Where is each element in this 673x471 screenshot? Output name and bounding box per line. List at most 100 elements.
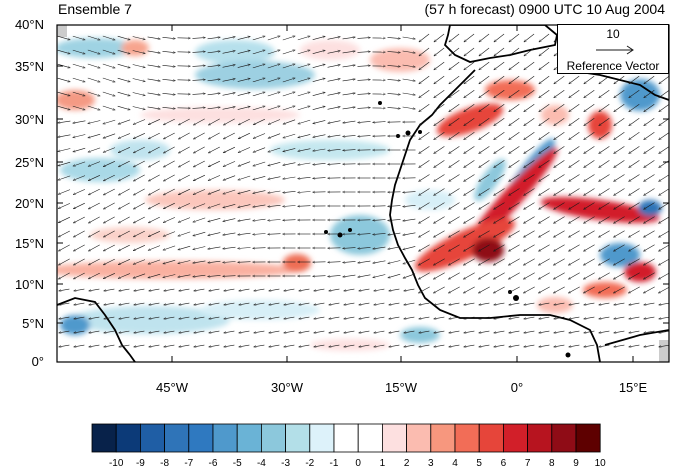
colorbar-swatch bbox=[115, 423, 141, 453]
wind-vector-arrow bbox=[494, 302, 505, 305]
wind-vector-arrow bbox=[344, 288, 355, 291]
colorbar-tick-label: 9 bbox=[573, 458, 579, 469]
wind-vector-arrow bbox=[659, 344, 669, 347]
wind-vector-arrow bbox=[583, 272, 595, 280]
wind-vector-arrow bbox=[238, 175, 251, 180]
wind-vector-arrow bbox=[403, 232, 416, 235]
wind-vector-arrow bbox=[207, 93, 221, 96]
wind-vector-arrow bbox=[267, 36, 280, 41]
wind-vector-arrow bbox=[342, 93, 356, 96]
wind-vector-arrow bbox=[658, 230, 669, 238]
wind-vector-arrow bbox=[208, 275, 221, 276]
wind-vector-arrow bbox=[524, 202, 535, 210]
wind-vector-arrow bbox=[134, 330, 145, 333]
wind-vector-arrow bbox=[479, 89, 490, 98]
wind-vector-arrow bbox=[479, 47, 490, 56]
wind-vector-arrow bbox=[509, 33, 520, 42]
wind-vector-arrow bbox=[464, 202, 475, 210]
wind-vector-arrow bbox=[179, 288, 190, 291]
wind-vector-arrow bbox=[254, 344, 265, 347]
wind-vector-arrow bbox=[313, 163, 326, 164]
wind-vector-arrow bbox=[614, 89, 625, 98]
wind-vector-arrow bbox=[539, 89, 550, 98]
wind-vector-arrow bbox=[224, 302, 235, 305]
wind-vector-arrow bbox=[103, 258, 115, 266]
wind-vector-arrow bbox=[268, 234, 281, 235]
wind-vector-arrow bbox=[584, 302, 595, 305]
wind-vector-arrow bbox=[329, 302, 340, 305]
wind-vector-arrow bbox=[599, 316, 610, 319]
colorbar-tick-label: 6 bbox=[500, 458, 507, 469]
wind-vector-arrow bbox=[117, 105, 131, 110]
wind-vector-arrow bbox=[344, 330, 355, 333]
wind-vector-arrow bbox=[598, 286, 610, 294]
wind-vector-arrow bbox=[389, 316, 400, 319]
wind-vector-arrow bbox=[569, 89, 580, 98]
wind-vector-arrow bbox=[283, 220, 296, 221]
colorbar-tick-label: 1 bbox=[379, 458, 386, 469]
wind-vector-arrow bbox=[299, 302, 310, 305]
coastlines bbox=[57, 25, 669, 362]
wind-vector-arrow bbox=[524, 61, 535, 70]
wind-vector-arrow bbox=[223, 218, 236, 222]
wind-vector-arrow bbox=[282, 78, 295, 83]
wind-vector-arrow bbox=[147, 92, 161, 95]
wind-vector-arrow bbox=[599, 89, 610, 98]
lat-label-30n: 30°N bbox=[14, 112, 44, 127]
wind-vector-arrow bbox=[208, 146, 220, 154]
wind-vector-arrow bbox=[419, 118, 430, 125]
wind-vector-arrow bbox=[509, 132, 520, 139]
wind-vector-arrow bbox=[253, 133, 266, 139]
wind-vector-arrow bbox=[329, 288, 340, 291]
wind-vector-arrow bbox=[133, 202, 145, 210]
wind-vector-arrow bbox=[419, 330, 430, 333]
wind-vector-arrow bbox=[297, 36, 310, 41]
wind-vector-arrow bbox=[449, 47, 460, 56]
wind-vector-arrow bbox=[283, 148, 296, 151]
wind-vector-arrow bbox=[313, 178, 326, 179]
colorbar-swatch bbox=[212, 423, 238, 453]
wind-vector-arrow bbox=[449, 316, 460, 319]
wind-vector-arrow bbox=[629, 302, 640, 305]
wind-vector-arrow bbox=[403, 205, 416, 206]
colorbar-swatch bbox=[381, 423, 407, 453]
wind-vector-arrow bbox=[148, 216, 160, 224]
wind-vector-arrow bbox=[614, 344, 625, 347]
wind-vector-arrow bbox=[314, 316, 325, 319]
colorbar-tick-label: 3 bbox=[428, 458, 434, 469]
wind-vector-arrow bbox=[568, 244, 580, 252]
wind-vector-arrow bbox=[103, 188, 115, 196]
wind-vector-arrow bbox=[252, 64, 265, 69]
wind-vector-arrow bbox=[73, 147, 86, 152]
colorbar-swatch bbox=[164, 423, 190, 453]
wind-vector-arrow bbox=[224, 344, 235, 347]
wind-vector-arrow bbox=[163, 188, 175, 196]
wind-vector-arrow bbox=[269, 330, 280, 333]
wind-vector-arrow bbox=[118, 133, 131, 139]
wind-vector-arrow bbox=[584, 344, 595, 347]
wind-vector-arrow bbox=[554, 146, 565, 154]
wind-vector-arrow bbox=[643, 272, 655, 280]
wind-vector-arrow bbox=[479, 344, 490, 347]
wind-vector-arrow bbox=[539, 302, 550, 305]
wind-vector-arrow bbox=[282, 50, 295, 55]
wind-vector-arrow bbox=[553, 286, 565, 294]
wind-vector-arrow bbox=[282, 64, 295, 69]
wind-vector-arrow bbox=[104, 344, 115, 347]
wind-vector-arrow bbox=[193, 146, 205, 154]
wind-vector-arrow bbox=[569, 302, 580, 305]
wind-vector-arrow bbox=[659, 118, 669, 125]
wind-vector-arrow bbox=[494, 202, 505, 210]
wind-vector-arrow bbox=[479, 103, 490, 112]
wind-vector-arrow bbox=[583, 244, 595, 252]
colorbar-swatch bbox=[430, 423, 456, 453]
wind-vector-arrow bbox=[389, 344, 400, 347]
wind-vector-arrow bbox=[449, 61, 460, 70]
wind-vector-arrow bbox=[342, 65, 356, 68]
wind-vector-arrow bbox=[133, 133, 146, 139]
wind-vector-arrow bbox=[387, 65, 401, 66]
wind-vector-arrow bbox=[269, 344, 280, 347]
colorbar-swatch bbox=[406, 423, 432, 453]
wind-vector-arrow bbox=[283, 162, 296, 166]
wind-vector-arrow bbox=[614, 202, 625, 210]
